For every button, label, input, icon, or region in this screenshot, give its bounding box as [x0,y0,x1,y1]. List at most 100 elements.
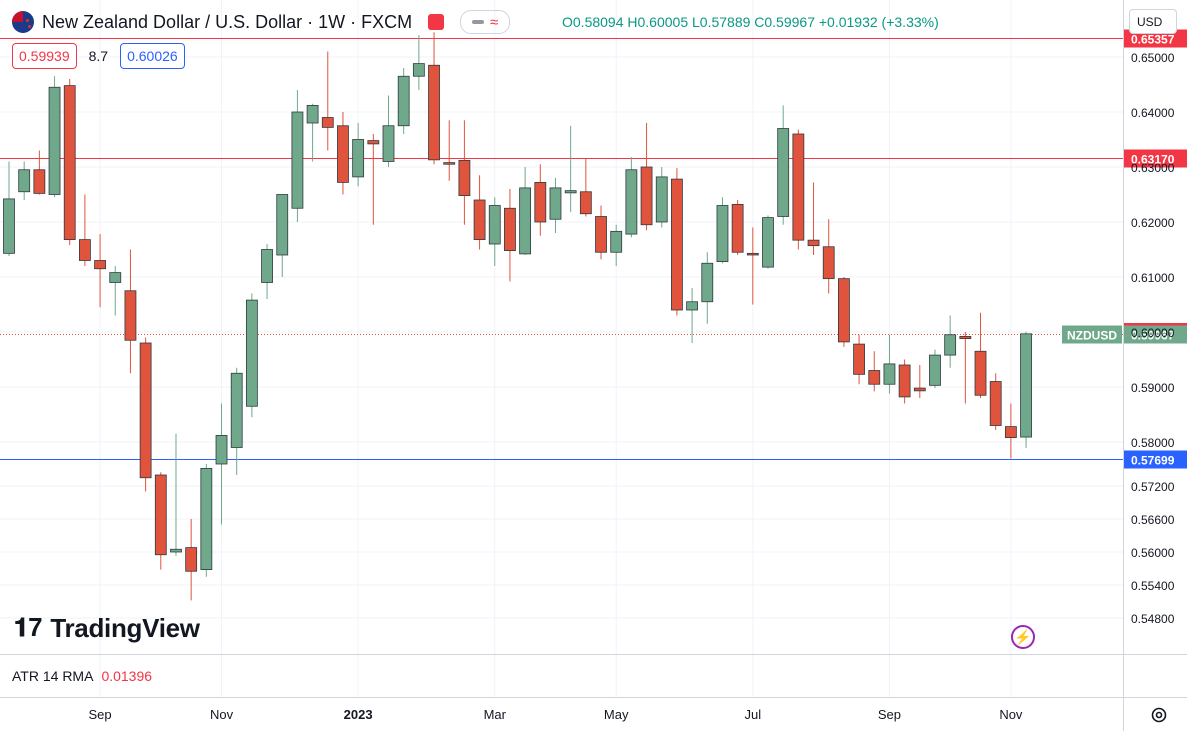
candle[interactable] [200,464,213,577]
candle[interactable] [655,167,668,228]
candle[interactable] [321,51,334,151]
candle[interactable] [671,168,683,316]
candle[interactable] [564,125,577,213]
candle[interactable] [33,150,46,195]
candle-body [777,128,790,217]
candle[interactable] [18,161,31,201]
candles [3,32,1032,601]
x-tick-label: Sep [89,707,112,722]
candle[interactable] [822,219,835,294]
candle[interactable] [109,266,122,316]
candle[interactable] [868,351,881,392]
candle-body [853,343,865,375]
candle[interactable] [473,175,486,250]
candle[interactable] [48,76,61,198]
x-tick-label: Sep [878,707,901,722]
candle[interactable] [154,472,167,570]
candle[interactable] [215,403,228,525]
candle[interactable] [63,79,76,246]
alert-icon[interactable] [428,14,445,30]
candle[interactable] [170,433,182,556]
candle[interactable] [94,234,106,308]
candle[interactable] [382,95,395,168]
indicator-toggle-pill[interactable]: ≈ [460,10,511,34]
candle-body [245,299,258,407]
candle[interactable] [746,227,759,305]
candle-body [154,474,167,556]
buy-price-button[interactable]: 0.60026 [120,43,185,69]
lightning-icon[interactable]: ⚡ [1011,625,1035,649]
candle[interactable] [306,103,319,162]
symbol-title[interactable]: New Zealand Dollar / U.S. Dollar · 1W · … [42,11,413,32]
atr-indicator-legend[interactable]: ATR 14 RMA 0.01396 [12,668,152,684]
candle[interactable] [777,105,790,225]
price-tag-bg [1124,149,1187,168]
candle[interactable] [640,123,653,231]
candle[interactable] [261,244,273,299]
candle[interactable] [1020,331,1032,449]
candle[interactable] [807,182,820,255]
candle[interactable] [944,315,957,368]
candle[interactable] [443,120,456,181]
candle[interactable] [488,197,501,266]
candle-body [3,198,15,254]
candle[interactable] [853,334,865,385]
candle[interactable] [276,194,289,278]
candle[interactable] [412,35,425,90]
candle[interactable] [838,277,850,347]
candle[interactable] [245,293,258,418]
candle[interactable] [883,334,896,394]
candle[interactable] [230,367,243,475]
candle[interactable] [291,90,304,222]
candle-body [185,547,198,572]
candle[interactable] [595,205,607,260]
candle[interactable] [989,373,1002,430]
y-tick-label: 0.58000 [1131,436,1175,450]
candle[interactable] [352,123,365,187]
candle[interactable] [519,167,532,255]
candle[interactable] [792,129,805,250]
candle[interactable] [337,112,349,195]
candle[interactable] [504,189,516,282]
candle[interactable] [716,197,729,264]
candle[interactable] [929,349,941,389]
tradingview-logo: 𝟏7 TradingView [14,612,200,644]
candle[interactable] [534,164,547,236]
sell-price-button[interactable]: 0.59939 [12,43,77,69]
settings-gear-icon[interactable] [1148,704,1170,726]
candle[interactable] [1004,403,1017,459]
candle[interactable] [913,365,926,398]
candle[interactable] [367,134,380,225]
candle-body [230,372,243,448]
candle-body [63,85,76,240]
candle[interactable] [139,337,152,492]
currency-select[interactable]: USD [1129,9,1177,34]
atr-value: 0.01396 [101,668,153,684]
price-tag-label: 0.57699 [1131,454,1175,468]
candle[interactable] [762,215,774,269]
candle-body [1020,333,1032,438]
candle[interactable] [549,178,562,233]
candle[interactable] [686,288,698,343]
candle[interactable] [974,312,987,398]
y-tick-label: 0.54800 [1131,612,1175,626]
candle[interactable] [898,359,911,404]
candle[interactable] [701,252,714,324]
candle[interactable] [397,68,410,134]
candle[interactable] [731,200,744,255]
candle[interactable] [185,519,198,601]
candle[interactable] [124,249,137,374]
candle-body [898,364,911,398]
y-tick-label: 0.61000 [1131,271,1175,285]
candle[interactable] [610,224,623,266]
candle-body [1004,426,1017,439]
candle[interactable] [3,161,15,257]
candle[interactable] [625,157,638,238]
candle[interactable] [458,120,471,225]
candle[interactable] [959,332,972,404]
candle[interactable] [579,158,592,217]
symbol-tag-label: NZDUSD [1067,329,1117,343]
candle[interactable] [428,32,440,165]
candle[interactable] [79,194,91,267]
